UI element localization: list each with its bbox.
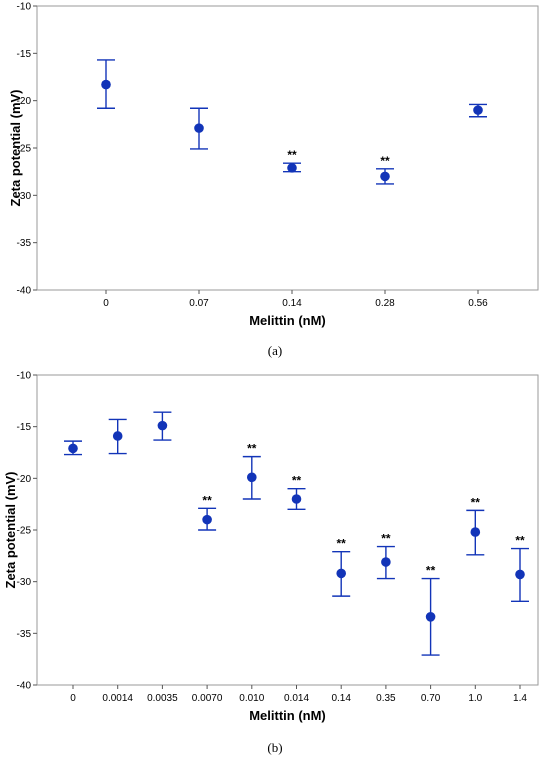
chart-panel-b: -10 -15 -20 -25 -30 -35 -40 0 0.0014 0.0035 0.0070… xyxy=(3,371,539,755)
x-tick-label: 0 xyxy=(70,693,76,704)
x-axis-title: Melittin (nM) xyxy=(249,313,326,328)
x-tick-label: 0.70 xyxy=(421,693,441,704)
significance-label: ** xyxy=(471,495,481,509)
x-tick-label: 1.4 xyxy=(513,693,527,704)
significance-label: ** xyxy=(202,493,212,507)
y-tick-label: -20 xyxy=(17,474,32,485)
plot-frame xyxy=(36,374,539,686)
significance-label: ** xyxy=(515,534,525,548)
significance-label: ** xyxy=(247,442,257,456)
y-tick-label: -35 xyxy=(17,238,32,249)
data-point xyxy=(291,494,302,504)
data-point xyxy=(473,105,483,115)
data-point xyxy=(112,431,123,441)
y-tick-label: -15 xyxy=(17,422,32,433)
y-tick-label: -40 xyxy=(17,681,32,692)
data-point xyxy=(101,79,111,90)
data-point xyxy=(381,557,391,567)
x-tick-label: 0.14 xyxy=(282,298,302,309)
y-tick-label: -30 xyxy=(17,577,32,588)
data-point xyxy=(247,472,257,483)
y-axis-title: Zeta potential (mV) xyxy=(8,89,23,206)
data-point xyxy=(515,569,525,580)
y-tick-label: -35 xyxy=(17,629,32,640)
significance-label: ** xyxy=(337,537,347,551)
x-tick-label: 0.14 xyxy=(331,693,351,704)
x-tick-label: 0.0035 xyxy=(147,693,178,704)
data-point xyxy=(202,514,212,525)
data-point xyxy=(336,568,347,579)
significance-label: ** xyxy=(287,148,297,162)
x-tick-label: 0.0014 xyxy=(102,693,133,704)
data-point xyxy=(194,123,204,133)
data-point xyxy=(287,163,297,173)
x-tick-label: 0.28 xyxy=(375,298,395,309)
x-tick-label: 0.014 xyxy=(284,693,309,704)
y-axis-title: Zeta potential (mV) xyxy=(3,471,18,588)
x-tick-label: 0.35 xyxy=(376,693,396,704)
significance-label: ** xyxy=(426,564,436,578)
data-point xyxy=(425,612,436,622)
y-tick-label: -30 xyxy=(17,191,32,202)
panel-label: (b) xyxy=(267,740,282,755)
panel-label: (a) xyxy=(268,343,282,358)
x-tick-label: 0.010 xyxy=(239,693,264,704)
x-tick-label: 0 xyxy=(103,298,109,309)
y-tick-label: -25 xyxy=(17,144,32,155)
x-tick-label: 0.0070 xyxy=(192,693,223,704)
significance-label: ** xyxy=(380,154,390,168)
x-axis-title: Melittin (nM) xyxy=(249,708,326,723)
data-point xyxy=(470,527,481,537)
chart-panel-a: -10 -15 -20 -25 -30 -35 -40 0 0.07 0.14 0.28 0.56 Me… xyxy=(8,2,539,358)
data-point xyxy=(380,171,390,182)
y-tick-label: -40 xyxy=(17,286,32,297)
y-tick-label: -15 xyxy=(17,49,32,60)
y-tick-label: -10 xyxy=(17,2,32,13)
significance-label: ** xyxy=(381,532,391,546)
y-tick-label: -25 xyxy=(17,526,32,537)
data-point xyxy=(157,420,168,431)
x-tick-label: 0.07 xyxy=(189,298,209,309)
x-tick-label: 1.0 xyxy=(468,693,482,704)
significance-label: ** xyxy=(292,474,302,488)
y-tick-label: -20 xyxy=(17,96,32,107)
data-point xyxy=(68,443,78,454)
y-tick-label: -10 xyxy=(17,371,32,382)
x-tick-label: 0.56 xyxy=(468,298,488,309)
